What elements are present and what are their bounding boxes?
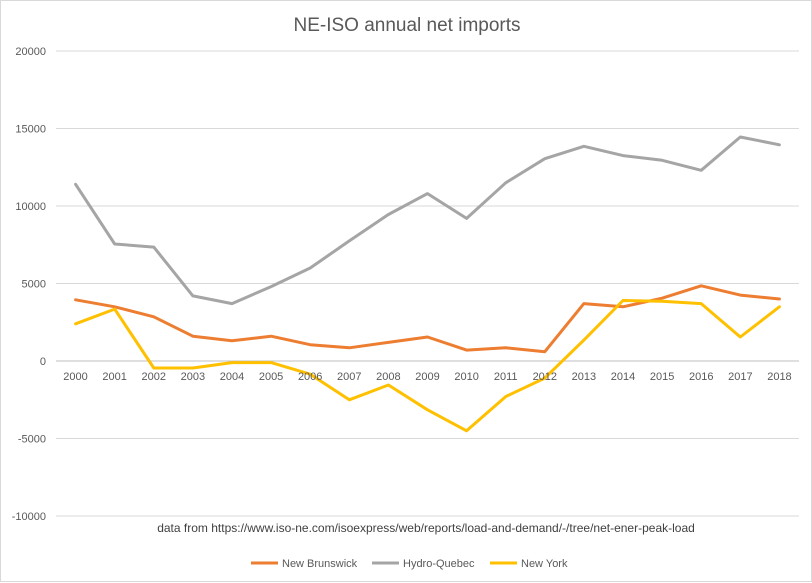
x-tick-label: 2012 (533, 371, 557, 383)
x-tick-label: 2008 (376, 371, 400, 383)
y-axis-ticks: 20000 15000 10000 5000 0 -5000 -10000 (12, 46, 46, 523)
x-axis-ticks: 2000 2001 2002 2003 2004 2005 2006 2007 2008 2009… (63, 371, 791, 383)
legend-entry: New Brunswick (251, 558, 358, 570)
legend: New Brunswick Hydro-Quebec New York (251, 558, 568, 570)
x-tick-label: 2016 (689, 371, 713, 383)
y-tick-label: -5000 (18, 434, 46, 446)
x-tick-label: 2001 (102, 371, 126, 383)
legend-label: New York (521, 558, 568, 570)
x-tick-label: 2005 (259, 371, 283, 383)
source-annotation: data from https://www.iso-ne.com/isoexpr… (157, 521, 695, 535)
series-line-new-york (74, 299, 781, 433)
x-tick-label: 2000 (63, 371, 87, 383)
gridlines (56, 50, 799, 517)
x-tick-label: 2010 (454, 371, 478, 383)
x-tick-label: 2002 (142, 371, 166, 383)
legend-label: New Brunswick (282, 558, 358, 570)
x-tick-label: 2011 (494, 371, 518, 383)
x-tick-label: 2015 (650, 371, 674, 383)
legend-entry: Hydro-Quebec (372, 558, 475, 570)
x-tick-label: 2009 (415, 371, 439, 383)
y-tick-label: 5000 (22, 279, 46, 291)
x-tick-label: 2006 (298, 371, 322, 383)
x-tick-label: 2007 (337, 371, 361, 383)
series-lines (74, 135, 781, 433)
legend-label: Hydro-Quebec (403, 558, 475, 570)
y-tick-label: 20000 (15, 46, 46, 58)
x-tick-label: 2018 (767, 371, 791, 383)
y-tick-label: 0 (40, 356, 46, 368)
series-line-hydro-quebec (74, 135, 781, 306)
chart-title: NE-ISO annual net imports (293, 15, 520, 36)
x-tick-label: 2003 (181, 371, 205, 383)
legend-entry: New York (490, 558, 568, 570)
x-tick-label: 2013 (572, 371, 596, 383)
series-line-new-brunswick (74, 284, 781, 354)
x-tick-label: 2004 (220, 371, 244, 383)
y-tick-label: -10000 (12, 511, 46, 523)
x-tick-label: 2017 (728, 371, 752, 383)
y-tick-label: 15000 (15, 124, 46, 136)
y-tick-label: 10000 (15, 201, 46, 213)
x-tick-label: 2014 (611, 371, 635, 383)
